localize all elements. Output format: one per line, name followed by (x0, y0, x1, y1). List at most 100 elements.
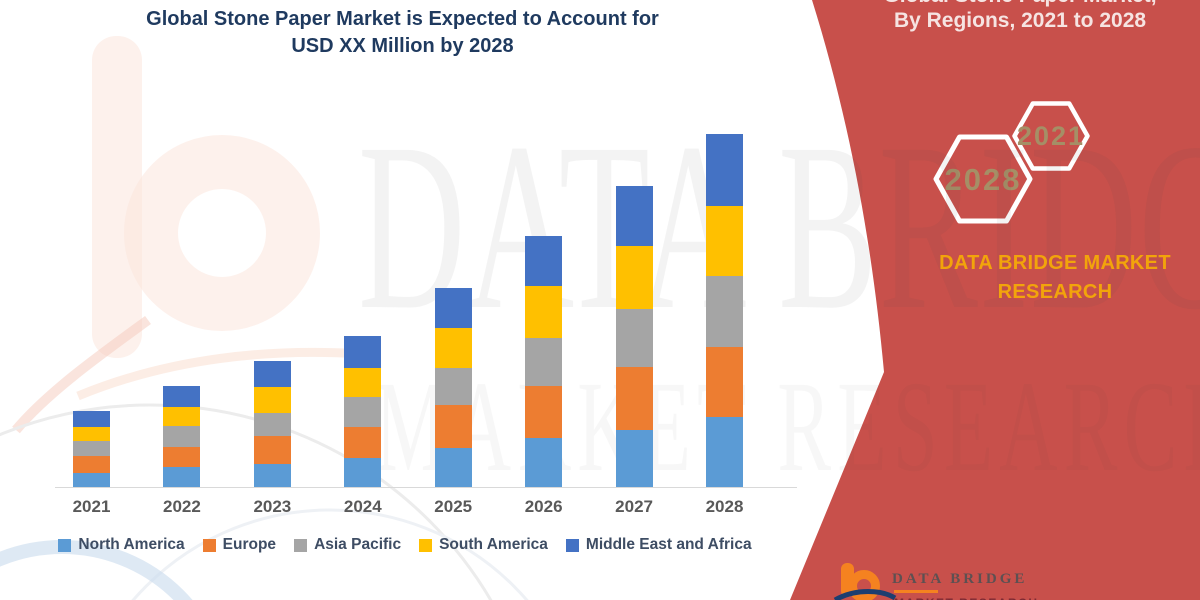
bar-segment-2027-middle-east-and-africa (615, 186, 653, 246)
bar-segment-2023-asia-pacific (253, 413, 291, 436)
bar-segment-2021-south-america (73, 427, 110, 441)
faded-b-stem (92, 36, 142, 358)
x-tick-label-2023: 2023 (253, 497, 292, 516)
bar-segment-2024-middle-east-and-africa (344, 336, 382, 368)
x-tick-label-2027: 2027 (615, 497, 653, 516)
bar-segment-2021-europe (73, 456, 110, 473)
faded-circle-outline (0, 403, 493, 600)
bar-segment-2022-asia-pacific (163, 426, 201, 447)
bar-2023 (253, 110, 291, 488)
faded-b-bowl (124, 135, 320, 331)
legend-item-south-america: South America (419, 536, 548, 554)
bar-segment-2022-north-america (163, 467, 201, 488)
chart-title: Global Stone Paper Market is Expected to… (0, 6, 805, 60)
hexagon-2028-label: 2028 (945, 162, 1022, 197)
panel-heading-clipped-line: Global Stone Paper Market, (845, 0, 1195, 8)
legend-swatch (58, 538, 72, 552)
bar-segment-2028-south-america (706, 206, 743, 276)
bar-segment-2028-europe (706, 347, 743, 417)
x-tick-label-2025: 2025 (434, 497, 473, 516)
faded-swoosh-left (12, 315, 151, 434)
bar-segment-2027-europe (615, 367, 653, 430)
footer-logo-text-line2-clipped: MARKET RESEARCH (894, 596, 1039, 600)
bar-segment-2026-asia-pacific (525, 338, 563, 386)
bar-segment-2027-asia-pacific (615, 309, 653, 367)
bar-segment-2027-south-america (615, 246, 653, 309)
bar-segment-2025-asia-pacific (434, 368, 472, 405)
hexagon-2021 (1012, 101, 1090, 171)
brand-name-line1: DATA BRIDGE MARKET (939, 252, 1171, 274)
bar-segment-2023-south-america (253, 387, 291, 413)
bar-segment-2027-north-america (615, 430, 653, 488)
bar-segment-2022-middle-east-and-africa (163, 386, 201, 407)
x-tick-label-2026: 2026 (524, 497, 563, 516)
legend-label: South America (439, 536, 548, 553)
chart-legend: North America Europe Asia Pacific South Ame… (5, 536, 805, 554)
bar-segment-2024-asia-pacific (344, 397, 382, 427)
legend-item-north-america: North America (58, 536, 185, 554)
bar-2024 (344, 110, 382, 488)
bar-segment-2025-middle-east-and-africa (434, 288, 472, 328)
bar-segment-2024-europe (344, 427, 382, 458)
brand-name-text: DATA BRIDGE MARKET RESEARCH (915, 249, 1195, 307)
legend-label: Europe (222, 536, 277, 553)
bar-segment-2024-north-america (344, 458, 382, 488)
x-tick-label-2021: 2021 (72, 497, 111, 516)
legend-swatch (294, 538, 308, 552)
x-tick-label-2022: 2022 (163, 497, 201, 516)
bar-segment-2022-europe (163, 447, 201, 467)
bar-segment-2024-south-america (344, 368, 382, 397)
bar-segment-2025-north-america (434, 448, 472, 488)
brand-name-line2: RESEARCH (997, 281, 1113, 303)
x-tick-label-2024: 2024 (343, 497, 382, 516)
legend-item-europe: Europe (202, 536, 277, 554)
logo-swoosh (833, 589, 897, 600)
hexagon-2028 (933, 134, 1033, 224)
bar-2027 (615, 110, 653, 488)
panel-heading: By Regions, 2021 to 2028 (893, 9, 1147, 32)
legend-swatch (202, 538, 216, 552)
bar-2026 (525, 110, 563, 488)
legend-swatch (565, 538, 579, 552)
bar-segment-2022-south-america (163, 407, 201, 426)
bar-segment-2028-north-america (706, 417, 743, 488)
bar-segment-2021-asia-pacific (73, 441, 110, 456)
bar-segment-2026-europe (525, 386, 563, 438)
bar-segment-2023-europe (253, 436, 291, 464)
legend-item-middle-east-and-africa: Middle East and Africa (565, 536, 752, 554)
red-panel-shape (790, 0, 1200, 600)
bar-2022 (163, 110, 201, 488)
legend-label: North America (78, 536, 185, 553)
bar-segment-2023-north-america (253, 464, 291, 488)
logo-b-bowl (848, 570, 880, 600)
bar-segment-2026-south-america (525, 286, 563, 338)
legend-label: Middle East and Africa (585, 536, 752, 553)
bar-segment-2021-north-america (73, 473, 110, 488)
footer-logo-underline (894, 590, 938, 593)
x-tick-label-2028: 2028 (705, 497, 744, 516)
bar-segment-2028-asia-pacific (706, 276, 743, 347)
legend-label: Asia Pacific (314, 536, 402, 553)
bar-2028 (706, 110, 743, 488)
hexagon-2021-label: 2021 (1017, 121, 1085, 151)
bar-segment-2028-middle-east-and-africa (706, 134, 743, 206)
bar-2025 (434, 110, 472, 488)
stacked-bar-chart (55, 110, 803, 488)
x-axis-line (55, 487, 797, 488)
bar-segment-2025-south-america (434, 328, 472, 368)
bar-segment-2026-north-america (525, 438, 563, 488)
faded-circle-outline-2 (131, 508, 529, 600)
bar-segment-2021-middle-east-and-africa (73, 411, 110, 427)
faded-swoosh-right (76, 347, 363, 401)
bar-segment-2026-middle-east-and-africa (525, 236, 563, 286)
legend-item-asia-pacific: Asia Pacific (294, 536, 401, 554)
x-axis-tick-labels: 2021 2022 2023 2024 2025 2026 2027 2028 (0, 497, 1200, 521)
legend-swatch (419, 538, 433, 552)
bar-segment-2023-middle-east-and-africa (253, 361, 291, 387)
chart-title-line2: USD XX Million by 2028 (291, 35, 514, 57)
chart-title-line1: Global Stone Paper Market is Expected to… (146, 8, 659, 30)
footer-logo-text-line1: DATA BRIDGE (892, 571, 1028, 587)
